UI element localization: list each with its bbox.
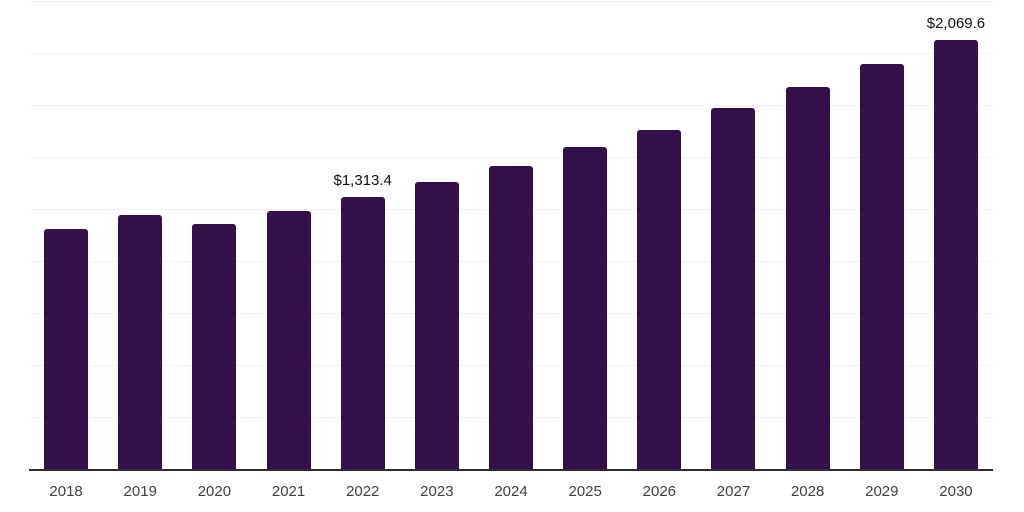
bar-slot-2019 [103, 0, 177, 470]
bar-2022 [340, 196, 385, 470]
bar-2018 [44, 228, 89, 470]
bar-slot-2020 [177, 0, 251, 470]
bar-2029 [859, 64, 904, 470]
x-tick-label-2025: 2025 [568, 483, 602, 500]
bar-slot-2018 [29, 0, 103, 470]
bar-2030 [933, 39, 978, 470]
bar-2019 [118, 215, 163, 470]
x-tick-label-2026: 2026 [642, 483, 677, 500]
bar-slot-2026 [622, 0, 696, 470]
gridline-1750 [29, 105, 993, 106]
x-tick-label-2018: 2018 [49, 483, 83, 500]
bar-slot-2029 [845, 0, 919, 470]
bar-slot-2025 [548, 0, 622, 470]
bar-2021 [266, 211, 311, 470]
x-tick-label-2020: 2020 [197, 483, 232, 500]
gridline-2250 [29, 1, 993, 2]
bar-slot-2022: $1,313.4 [326, 0, 400, 470]
bar-slot-2030: $2,069.6 [919, 0, 993, 470]
bar-2026 [637, 129, 682, 470]
bar-2028 [785, 87, 830, 470]
x-axis-labels: 2018 2019 2020 2021 2022 2023 2024 2025 2026 2027… [29, 482, 993, 502]
bar-value-label-2022: $1,313.4 [333, 171, 392, 189]
x-tick-label-2023: 2023 [420, 483, 454, 500]
bar-slot-2021 [251, 0, 325, 470]
bar-2023 [414, 181, 459, 470]
x-tick-label-2024: 2024 [494, 483, 528, 500]
x-tick-label-2021: 2021 [271, 483, 306, 500]
x-tick-label-2022: 2022 [346, 483, 380, 500]
x-tick-label-2019: 2019 [123, 483, 157, 500]
bar-slot-2024 [474, 0, 548, 470]
x-tick-label-2029: 2029 [865, 483, 899, 500]
x-tick-label-2027: 2027 [716, 483, 751, 500]
bar-value-label-2030: $2,069.6 [926, 14, 986, 32]
bar-2024 [489, 165, 534, 470]
x-axis-line [29, 469, 993, 471]
plot-area: $1,313.4 $2,069.6 [29, 0, 993, 471]
x-tick-label-2030: 2030 [939, 483, 973, 500]
bar-2025 [563, 147, 608, 470]
x-tick-label-2028: 2028 [790, 483, 825, 500]
gridline-1500 [29, 157, 993, 158]
bar-slot-2027 [696, 0, 770, 470]
gridline-2000 [29, 53, 993, 54]
bar-slot-2028 [771, 0, 845, 470]
bar-2020 [192, 223, 237, 470]
bar-series: $1,313.4 $2,069.6 [29, 0, 993, 470]
bar-slot-2023 [400, 0, 474, 470]
bar-2027 [711, 108, 756, 470]
